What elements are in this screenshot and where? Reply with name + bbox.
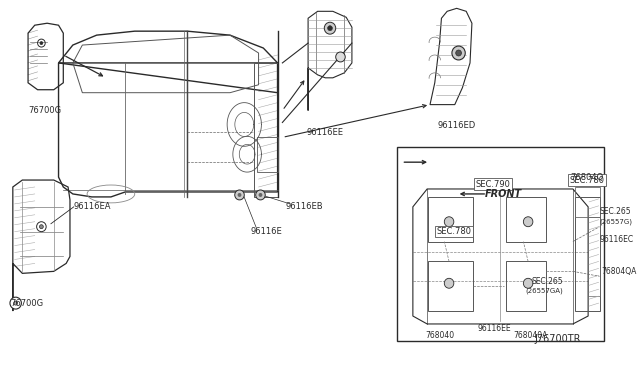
- Circle shape: [324, 22, 336, 34]
- Text: 76804Q: 76804Q: [570, 173, 604, 182]
- Text: 96116EB: 96116EB: [285, 202, 323, 211]
- Text: SEC.265: SEC.265: [600, 207, 631, 216]
- Text: (26557GA): (26557GA): [525, 288, 563, 295]
- Text: J76700TR: J76700TR: [535, 334, 581, 344]
- Text: 96116E: 96116E: [251, 227, 283, 236]
- Text: 96116EE: 96116EE: [478, 324, 511, 333]
- Text: 96116ED: 96116ED: [438, 121, 476, 130]
- Circle shape: [456, 50, 461, 56]
- Text: SEC.265: SEC.265: [532, 277, 563, 286]
- Text: 76700G: 76700G: [10, 299, 43, 308]
- Text: 96116EC: 96116EC: [600, 235, 634, 244]
- Text: (26557G): (26557G): [600, 218, 632, 225]
- Bar: [397, 147, 604, 341]
- Text: 76804QA: 76804QA: [602, 267, 637, 276]
- Text: 96116EA: 96116EA: [74, 202, 111, 211]
- Text: SEC.780: SEC.780: [436, 227, 471, 236]
- Text: FRONT: FRONT: [485, 189, 522, 199]
- Circle shape: [524, 278, 533, 288]
- Circle shape: [40, 225, 44, 229]
- Circle shape: [237, 193, 241, 197]
- Circle shape: [452, 46, 465, 60]
- Circle shape: [40, 42, 43, 45]
- Circle shape: [14, 301, 17, 305]
- Circle shape: [256, 190, 265, 200]
- Circle shape: [524, 217, 533, 227]
- Text: 768040A: 768040A: [513, 331, 547, 340]
- Text: SEC.780: SEC.780: [570, 176, 605, 185]
- Text: 76700G: 76700G: [28, 106, 61, 115]
- Circle shape: [444, 278, 454, 288]
- Circle shape: [10, 297, 21, 309]
- Text: SEC.790: SEC.790: [476, 180, 510, 189]
- Text: 96116EE: 96116EE: [306, 128, 343, 137]
- Text: 768040: 768040: [425, 331, 454, 340]
- Circle shape: [336, 52, 345, 62]
- Circle shape: [328, 26, 332, 31]
- Circle shape: [235, 190, 244, 200]
- Circle shape: [444, 217, 454, 227]
- Circle shape: [259, 193, 262, 197]
